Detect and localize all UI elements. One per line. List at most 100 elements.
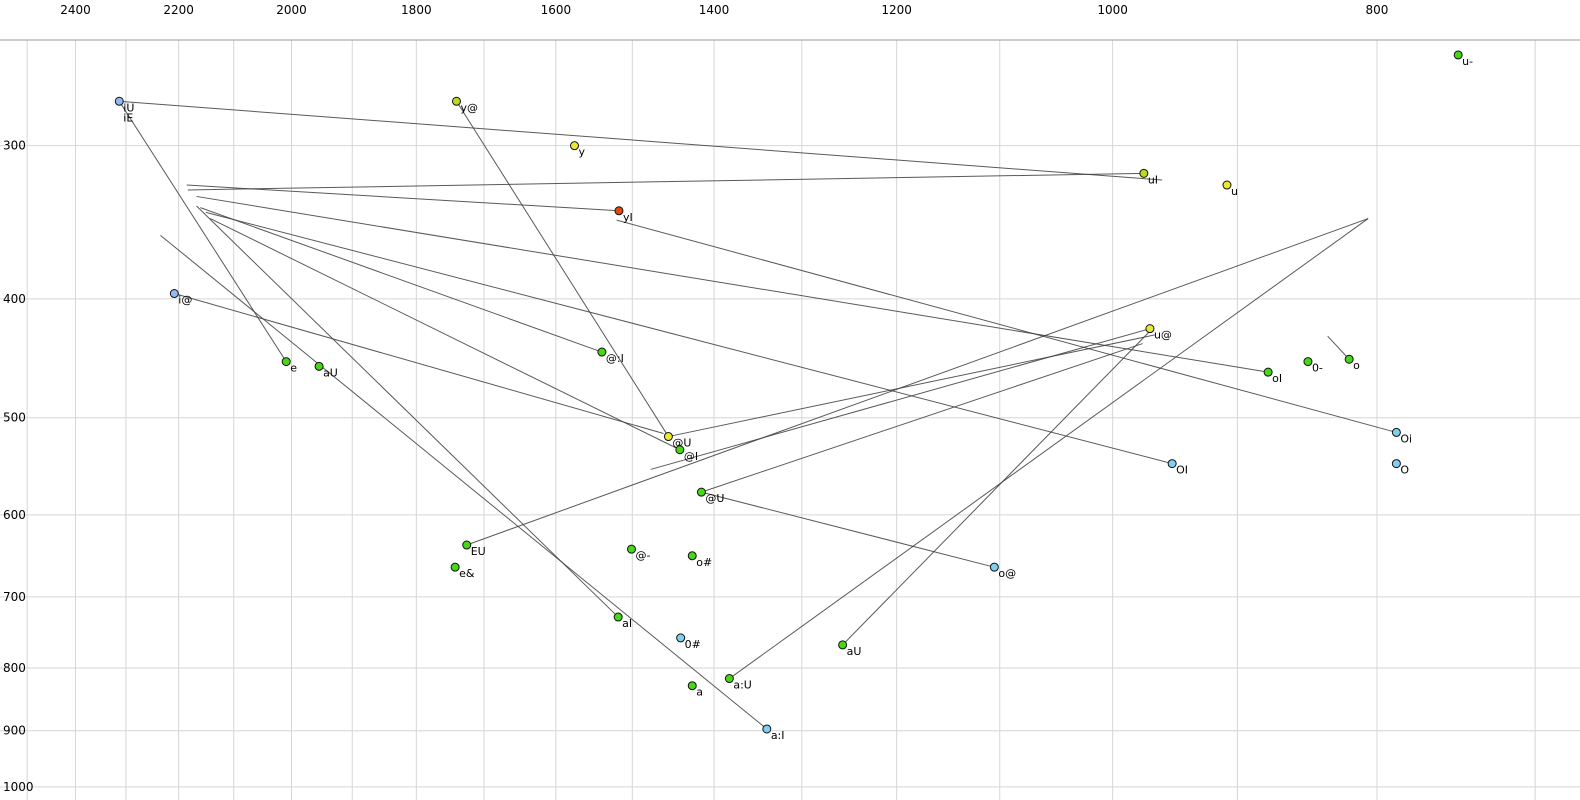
trajectory-OI bbox=[205, 211, 1173, 465]
point-label-iE: iE bbox=[123, 111, 133, 124]
x-tick-label: 1000 bbox=[1097, 3, 1128, 17]
data-point-@U[interactable] bbox=[663, 432, 673, 442]
data-point-y[interactable] bbox=[570, 141, 580, 151]
data-point-EU[interactable] bbox=[462, 540, 472, 550]
point-label-e&: e& bbox=[459, 567, 475, 580]
point-label-aU: aU bbox=[847, 645, 862, 658]
point-label-uI: uI bbox=[1148, 173, 1158, 186]
point-label-e: e bbox=[290, 362, 297, 375]
point-label-@I: @I bbox=[684, 450, 698, 463]
trajectory-a:U bbox=[729, 218, 1369, 679]
point-label-O: O bbox=[1400, 464, 1409, 477]
data-point-u@[interactable] bbox=[1145, 324, 1155, 334]
x-tick-label: 2000 bbox=[276, 3, 307, 17]
point-label-Oi: Oi bbox=[1400, 432, 1412, 445]
data-point-@:I[interactable] bbox=[597, 347, 607, 357]
point-label-0#: 0# bbox=[685, 638, 701, 651]
data-point-a:I[interactable] bbox=[762, 724, 772, 734]
trajectory-i@ bbox=[174, 293, 664, 434]
y-tick-label: 600 bbox=[3, 508, 26, 522]
y-tick-label: 300 bbox=[3, 139, 26, 153]
data-point-@I[interactable] bbox=[675, 445, 685, 455]
point-label-@U: @U bbox=[705, 492, 724, 505]
trajectory-yI bbox=[186, 184, 619, 212]
point-label-y@: y@ bbox=[460, 101, 478, 114]
x-tick-label: 1200 bbox=[881, 3, 912, 17]
point-label-u-: u- bbox=[1462, 55, 1473, 68]
trajectory-EU bbox=[466, 218, 1369, 546]
trajectory-iE bbox=[118, 101, 287, 362]
y-tick-label: 900 bbox=[3, 724, 26, 738]
x-tick-label: 1400 bbox=[699, 3, 730, 17]
x-tick-label: 2200 bbox=[163, 3, 194, 17]
point-label-o#: o# bbox=[696, 556, 712, 569]
data-point-o#[interactable] bbox=[687, 551, 697, 561]
point-label-u@: u@ bbox=[1154, 329, 1172, 342]
y-tick-label: 400 bbox=[3, 292, 26, 306]
trajectory-o bbox=[1327, 335, 1350, 360]
trajectory-Oi bbox=[616, 219, 1397, 433]
x-tick-label: 2400 bbox=[60, 3, 91, 17]
trajectory-o@ bbox=[701, 491, 995, 568]
data-point-e&[interactable] bbox=[450, 562, 460, 572]
point-label-aI: aI bbox=[622, 617, 632, 630]
trajectory-iU bbox=[119, 100, 1163, 181]
tick-labels: 2400 2200 2000 1800 1600 1400 1200 1000 800 300 40… bbox=[3, 3, 1388, 794]
point-label-y: y bbox=[579, 146, 586, 159]
data-point-OI[interactable] bbox=[1167, 459, 1177, 469]
data-point-o@[interactable] bbox=[989, 562, 999, 572]
data-point-uI[interactable] bbox=[1139, 168, 1149, 178]
x-tick-label: 800 bbox=[1366, 3, 1389, 17]
y-tick-label: 1000 bbox=[3, 780, 34, 794]
data-point-a:U[interactable] bbox=[724, 674, 734, 684]
trajectory-a:I bbox=[160, 234, 768, 730]
y-tick-label: 800 bbox=[3, 661, 26, 675]
point-label-a: a bbox=[696, 686, 703, 699]
trajectory-@I bbox=[210, 218, 681, 451]
trajectory-u@ bbox=[650, 328, 1151, 470]
data-point-u-[interactable] bbox=[1453, 50, 1463, 60]
data-point-aU[interactable] bbox=[314, 361, 324, 371]
point-label-i@: i@ bbox=[178, 294, 192, 307]
point-label-OI: OI bbox=[1176, 464, 1188, 477]
data-point-o[interactable] bbox=[1344, 354, 1354, 364]
x-tick-label: 1600 bbox=[541, 3, 572, 17]
gridlines bbox=[0, 40, 1580, 800]
y-tick-label: 700 bbox=[3, 590, 26, 604]
data-point-u[interactable] bbox=[1222, 180, 1232, 190]
data-point-y@[interactable] bbox=[451, 96, 461, 106]
data-point-@-[interactable] bbox=[627, 544, 637, 554]
trajectory-aI bbox=[196, 205, 619, 618]
point-label-@-: @- bbox=[636, 549, 651, 562]
data-point-oI[interactable] bbox=[1263, 367, 1273, 377]
data-point-yI[interactable] bbox=[614, 206, 624, 216]
data-point-O[interactable] bbox=[1391, 459, 1401, 469]
y-tick-label: 500 bbox=[3, 411, 26, 425]
point-label-oI: oI bbox=[1272, 372, 1282, 385]
data-point-iU[interactable] bbox=[114, 96, 124, 106]
data-point-e[interactable] bbox=[281, 357, 291, 367]
trajectory-oI bbox=[196, 195, 1269, 373]
data-point-Oi[interactable] bbox=[1391, 427, 1401, 437]
point-label-0-: 0- bbox=[1312, 362, 1323, 375]
data-point-aI[interactable] bbox=[613, 612, 623, 622]
data-point-i@[interactable] bbox=[169, 289, 179, 299]
trajectory-y@ bbox=[456, 101, 669, 437]
data-point-a[interactable] bbox=[687, 681, 697, 691]
point-label-@:I: @:I bbox=[606, 352, 624, 365]
data-point-aU[interactable] bbox=[838, 640, 848, 650]
point-label-yI: yI bbox=[623, 211, 633, 224]
trajectory-lines bbox=[118, 100, 1397, 730]
point-label-o@: o@ bbox=[998, 567, 1016, 580]
data-point-@U[interactable] bbox=[696, 487, 706, 497]
trajectory-@:I bbox=[200, 207, 603, 353]
trajectory-@U bbox=[701, 343, 1143, 493]
data-point-0#[interactable] bbox=[676, 633, 686, 643]
trajectory-@U bbox=[668, 334, 1155, 438]
point-label-a:I: a:I bbox=[771, 729, 785, 742]
data-point-0-[interactable] bbox=[1303, 357, 1313, 367]
point-label-o: o bbox=[1353, 359, 1360, 372]
